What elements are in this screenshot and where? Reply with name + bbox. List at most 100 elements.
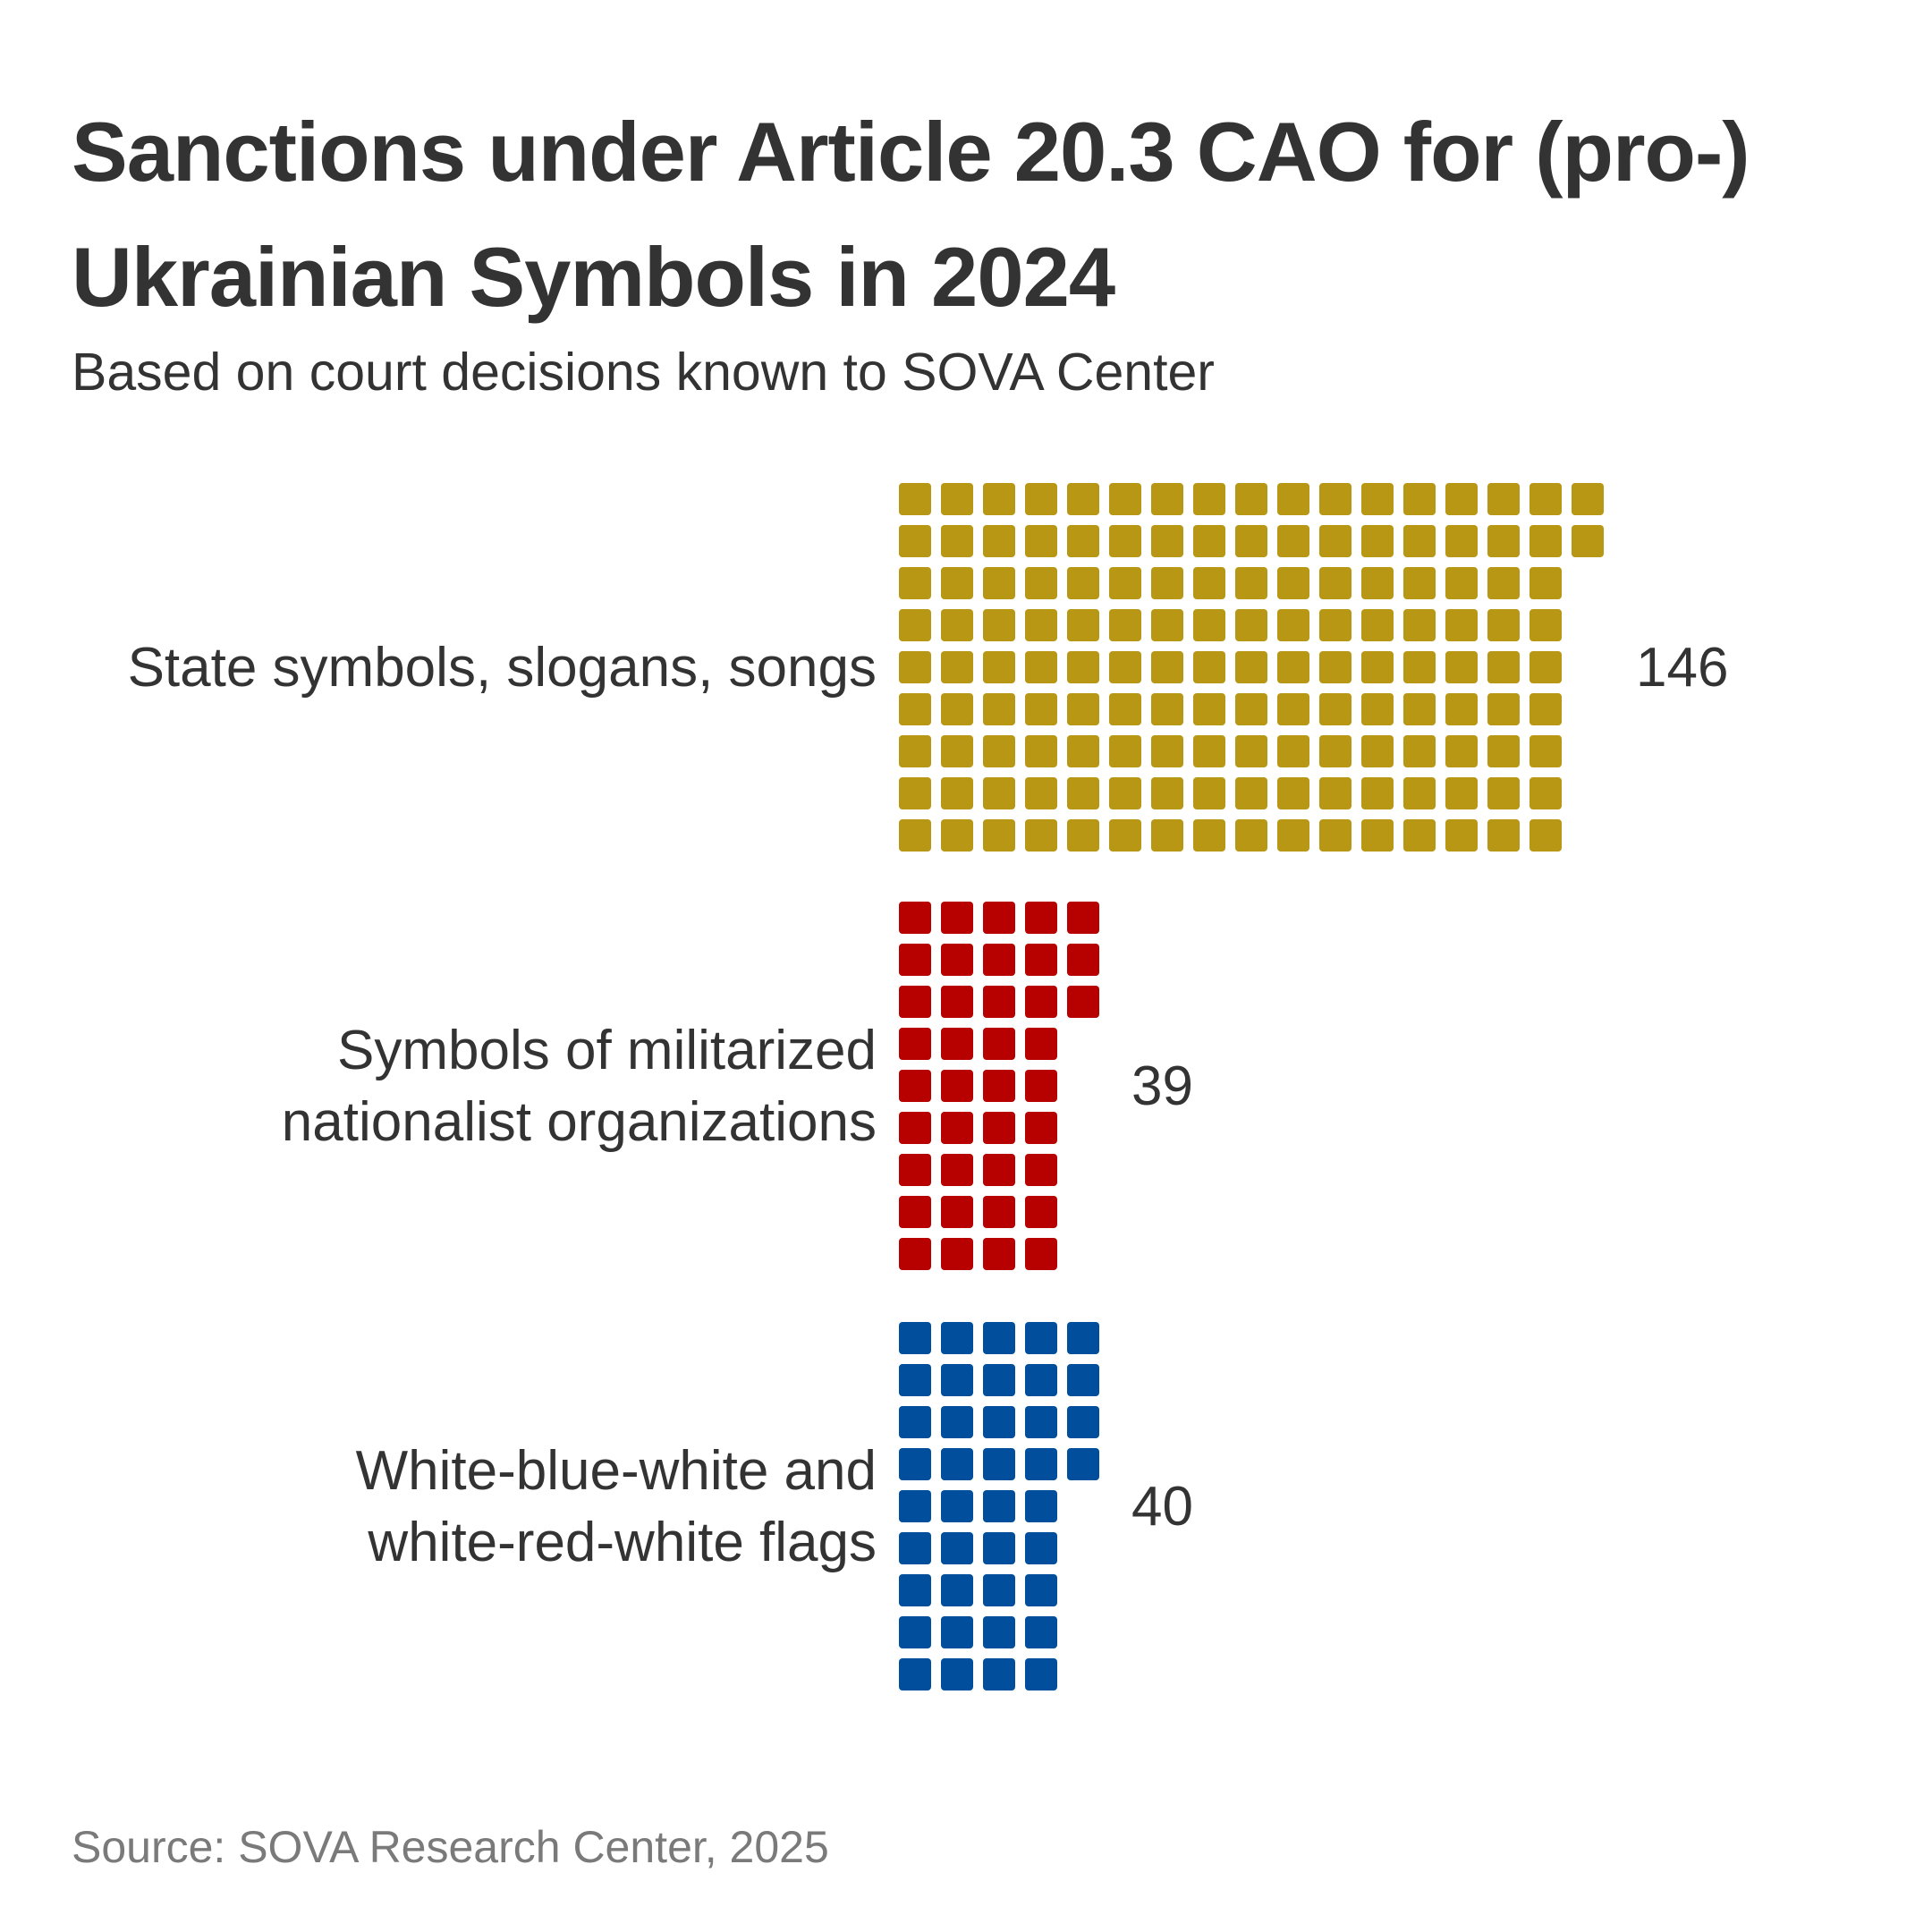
waffle-square bbox=[1361, 693, 1394, 725]
waffle-square bbox=[1487, 609, 1520, 641]
waffle-square bbox=[1445, 525, 1478, 557]
waffle-square bbox=[941, 567, 973, 599]
waffle-square bbox=[1193, 483, 1225, 515]
waffle-square bbox=[1025, 1070, 1057, 1102]
waffle-square bbox=[1025, 1196, 1057, 1228]
category-label: nationalist organizations bbox=[282, 1091, 877, 1153]
waffle-square bbox=[983, 1112, 1015, 1144]
waffle-square bbox=[1067, 1448, 1099, 1480]
waffle-square bbox=[941, 986, 973, 1018]
waffle-square bbox=[1530, 567, 1562, 599]
waffle-square bbox=[1193, 567, 1225, 599]
waffle-square bbox=[941, 1448, 973, 1480]
waffle-square bbox=[1403, 483, 1436, 515]
waffle-square bbox=[899, 1448, 931, 1480]
waffle-square bbox=[983, 1028, 1015, 1060]
waffle-square bbox=[1025, 1658, 1057, 1690]
waffle-square bbox=[941, 1364, 973, 1396]
waffle-square bbox=[899, 693, 931, 725]
waffle-square bbox=[983, 1364, 1015, 1396]
waffle-square bbox=[941, 819, 973, 852]
waffle-square bbox=[983, 902, 1015, 934]
waffle-square bbox=[941, 1406, 973, 1438]
waffle-square bbox=[1067, 986, 1099, 1018]
waffle-square bbox=[983, 1406, 1015, 1438]
waffle-square bbox=[983, 1448, 1015, 1480]
waffle-square bbox=[1445, 567, 1478, 599]
waffle-square bbox=[1277, 567, 1309, 599]
category-group-1: State symbols, slogans, songs 146 bbox=[128, 483, 1728, 852]
chart-title: Sanctions under Article 20.3 CAO for (pr… bbox=[72, 105, 1750, 324]
waffle-square bbox=[1067, 777, 1099, 809]
category-label: Symbols of militarized bbox=[337, 1020, 877, 1081]
waffle-square bbox=[1530, 525, 1562, 557]
waffle-square bbox=[983, 1574, 1015, 1606]
waffle-square bbox=[1025, 986, 1057, 1018]
waffle-square bbox=[1109, 735, 1141, 767]
waffle-square bbox=[899, 483, 931, 515]
waffle-square bbox=[983, 483, 1015, 515]
waffle-square bbox=[1151, 693, 1183, 725]
category-group-3: White-blue-white and white-red-white flag… bbox=[356, 1322, 1193, 1690]
waffle-square bbox=[1403, 651, 1436, 683]
chart-subtitle: Based on court decisions known to SOVA C… bbox=[72, 343, 1215, 402]
waffle-square bbox=[1235, 735, 1267, 767]
waffle-square bbox=[899, 1112, 931, 1144]
waffle-square bbox=[1445, 651, 1478, 683]
waffle-square bbox=[983, 651, 1015, 683]
waffle-square bbox=[1530, 483, 1562, 515]
waffle-square bbox=[1025, 1154, 1057, 1186]
waffle-square bbox=[1067, 819, 1099, 852]
waffle-square bbox=[941, 1070, 973, 1102]
waffle-square bbox=[1109, 777, 1141, 809]
waffle-square bbox=[1151, 651, 1183, 683]
waffle-square bbox=[941, 1196, 973, 1228]
waffle-square bbox=[1193, 651, 1225, 683]
waffle-square bbox=[899, 1574, 931, 1606]
waffle-square bbox=[941, 1616, 973, 1648]
waffle-square bbox=[941, 1532, 973, 1564]
waffle-square bbox=[1067, 902, 1099, 934]
waffle-square bbox=[983, 567, 1015, 599]
waffle-square bbox=[899, 1490, 931, 1522]
waffle-square bbox=[1361, 525, 1394, 557]
waffle-square bbox=[1025, 651, 1057, 683]
waffle-square bbox=[983, 609, 1015, 641]
waffle-square bbox=[1445, 609, 1478, 641]
waffle-square bbox=[899, 944, 931, 976]
waffle-square bbox=[899, 525, 931, 557]
waffle-square bbox=[983, 944, 1015, 976]
waffle-square bbox=[1361, 609, 1394, 641]
waffle-square bbox=[1151, 777, 1183, 809]
waffle-square bbox=[1403, 735, 1436, 767]
waffle-square bbox=[941, 1238, 973, 1270]
waffle-square bbox=[983, 525, 1015, 557]
waffle-square bbox=[941, 651, 973, 683]
waffle-square bbox=[941, 902, 973, 934]
waffle-square bbox=[1235, 777, 1267, 809]
waffle-square bbox=[1067, 567, 1099, 599]
category-label: white-red-white flags bbox=[367, 1512, 877, 1573]
waffle-square bbox=[1235, 525, 1267, 557]
waffle-square bbox=[1025, 1322, 1057, 1354]
waffle-square bbox=[1025, 1406, 1057, 1438]
waffle-square bbox=[983, 777, 1015, 809]
waffle-square bbox=[941, 944, 973, 976]
waffle-square bbox=[1151, 525, 1183, 557]
waffle-square bbox=[1151, 609, 1183, 641]
waffle-square bbox=[1235, 819, 1267, 852]
waffle-square bbox=[1235, 609, 1267, 641]
waffle-square bbox=[1193, 735, 1225, 767]
waffle-square bbox=[899, 1196, 931, 1228]
waffle-square bbox=[1109, 567, 1141, 599]
waffle-square bbox=[941, 1322, 973, 1354]
waffle-square bbox=[899, 1406, 931, 1438]
waffle-square bbox=[983, 819, 1015, 852]
waffle-square bbox=[1487, 483, 1520, 515]
waffle-square bbox=[1193, 693, 1225, 725]
waffle-square bbox=[941, 1658, 973, 1690]
waffle-square bbox=[1025, 1490, 1057, 1522]
waffle-square bbox=[941, 1490, 973, 1522]
waffle-square bbox=[899, 986, 931, 1018]
